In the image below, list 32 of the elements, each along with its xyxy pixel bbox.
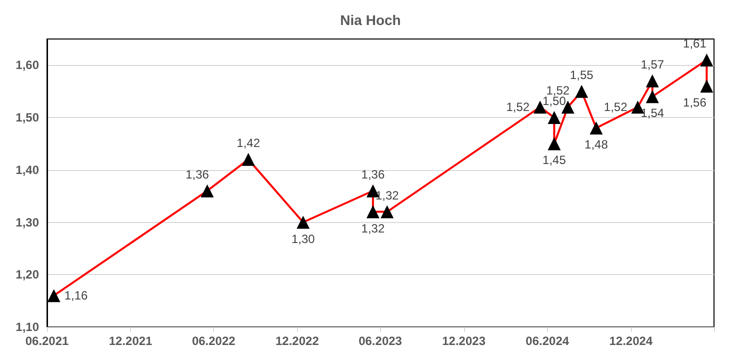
data-label: 1,52 xyxy=(604,100,628,114)
data-label: 1,32 xyxy=(361,221,385,236)
data-label: 1,32 xyxy=(375,188,400,202)
x-tick-label: 06.2021 xyxy=(25,334,70,348)
x-tick-label: 12.2022 xyxy=(275,334,320,348)
x-tick-label: 12.2024 xyxy=(609,334,653,348)
y-tick-label: 1,60 xyxy=(16,58,40,72)
data-label: 1,36 xyxy=(186,167,210,182)
y-tick-label: 1,10 xyxy=(16,320,40,334)
data-label: 1,48 xyxy=(584,138,608,152)
y-tick-label: 1,30 xyxy=(16,215,40,230)
data-label: 1,52 xyxy=(506,100,530,114)
x-tick-label: 12.2023 xyxy=(442,334,486,348)
y-tick-label: 1,40 xyxy=(16,162,40,177)
data-label: 1,42 xyxy=(236,136,260,150)
data-label: 1,52 xyxy=(546,84,570,98)
data-label: 1,45 xyxy=(542,153,566,168)
data-label: 1,30 xyxy=(291,232,316,246)
x-tick-label: 12.2021 xyxy=(108,334,153,348)
y-tick-label: 1,20 xyxy=(16,268,40,282)
data-label: 1,57 xyxy=(640,57,664,72)
x-tick-label: 06.2023 xyxy=(358,334,402,348)
data-label: 1,36 xyxy=(361,167,385,182)
chart-title: Nia Hoch xyxy=(340,12,401,28)
data-label: 1,61 xyxy=(683,36,707,50)
data-label: 1,54 xyxy=(640,106,664,120)
data-label: 1,55 xyxy=(570,68,594,82)
x-tick-label: 06.2022 xyxy=(192,334,236,348)
data-label: 1,16 xyxy=(64,288,88,303)
x-tick-label: 06.2024 xyxy=(526,334,570,348)
y-tick-label: 1,50 xyxy=(16,110,40,125)
data-label: 1,56 xyxy=(683,96,707,110)
